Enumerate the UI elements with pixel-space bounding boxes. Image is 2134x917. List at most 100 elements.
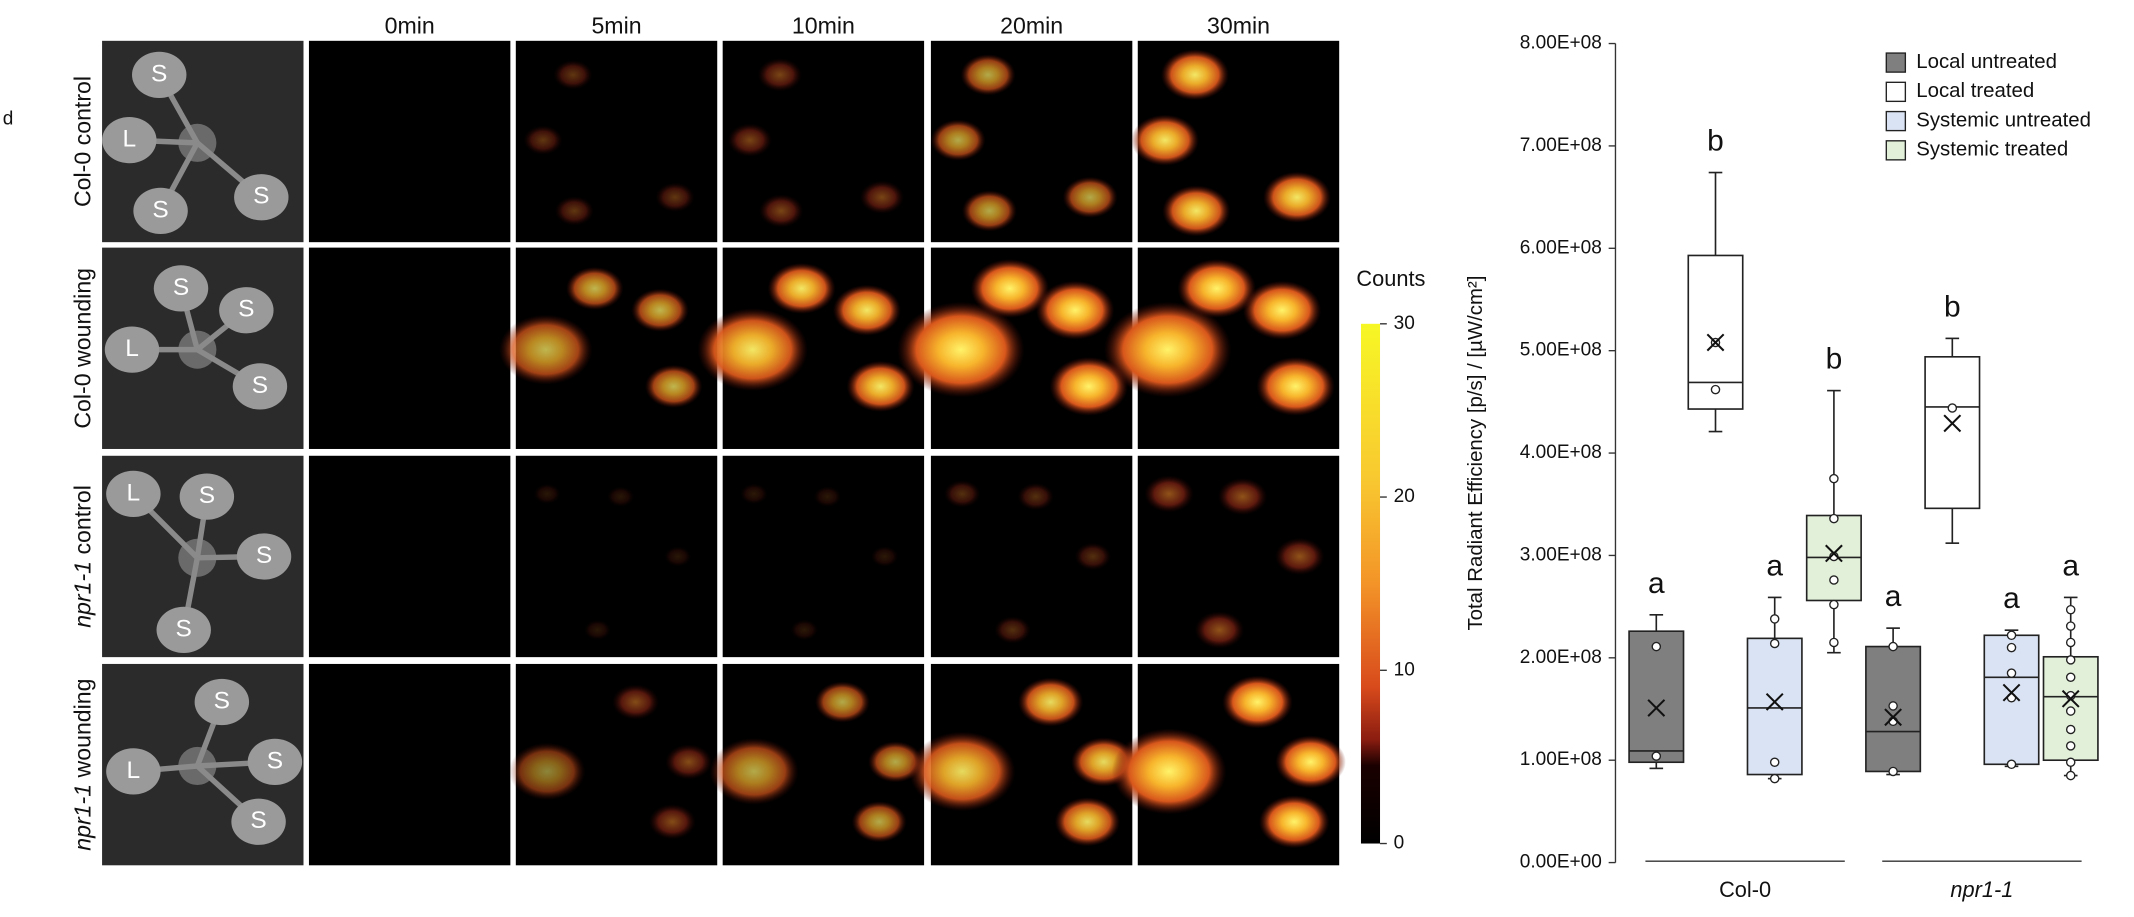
luminescence-signal [612, 684, 660, 720]
leaf [106, 470, 161, 518]
y-tick-label: 8.00E+08 [1520, 33, 1602, 54]
significance-letter: a [1766, 549, 1783, 582]
y-tick-label: 6.00E+08 [1520, 237, 1602, 258]
luminescence-signal [1275, 735, 1346, 789]
luminescence-signal [790, 619, 819, 641]
mean-marker [2002, 683, 2021, 702]
luminescence-signal [1274, 537, 1325, 576]
leaf-label: S [173, 274, 189, 301]
data-point [2065, 770, 2076, 781]
data-point [2065, 655, 2076, 665]
panel-letter: d [3, 109, 14, 130]
leaf-label: L [125, 335, 139, 362]
data-point [1651, 641, 1662, 652]
mean-marker [1706, 333, 1725, 352]
legend-swatch [1885, 110, 1907, 132]
luminescence-signal [1062, 176, 1118, 218]
legend-label: Local treated [1916, 80, 2034, 102]
leaf [179, 473, 235, 520]
row-genotype: npr1-1 [69, 784, 95, 851]
box-chart: 0.00E+00 1.00E+08 2.00E+08 3.00E+08 4.00E+08… [1465, 33, 2099, 902]
legend-swatch [1885, 140, 1907, 161]
data-point [2006, 759, 2017, 770]
row-genotype: Col-0 [69, 373, 95, 428]
leaf-label: L [127, 479, 141, 506]
luminescence-signal [813, 486, 842, 507]
leaf [133, 187, 188, 235]
time-header: 10min [792, 12, 855, 38]
data-point [1710, 384, 1721, 395]
luminescence-signal [1074, 542, 1112, 571]
y-tick-label: 3.00E+08 [1520, 544, 1602, 565]
luminescence-signal [533, 483, 561, 505]
luminescence-signal [727, 123, 773, 157]
luminescence-signal [1131, 114, 1199, 166]
y-tick-label: 0.00E+00 [1520, 852, 1602, 873]
box [1628, 630, 1685, 764]
legend-swatch [1885, 52, 1907, 73]
y-tick-label: 2.00E+08 [1520, 647, 1602, 668]
legend-label: Local untreated [1916, 51, 2057, 73]
data-point [1888, 641, 1898, 652]
time-header: 5min [591, 12, 641, 38]
row-treatment: control [69, 76, 95, 145]
y-tick-label: 1.00E+08 [1520, 749, 1602, 770]
data-point [2065, 672, 2076, 683]
colorbar-tick-label: 10 [1394, 659, 1415, 680]
luminescence-signal [709, 737, 799, 805]
significance-letter: a [1648, 567, 1665, 600]
data-point [2065, 621, 2076, 631]
legend-swatch [1885, 81, 1907, 103]
x-category-label: Col-0 [1719, 877, 1771, 902]
data-point [1651, 751, 1662, 761]
luminescence-signal [583, 619, 612, 641]
y-tick-label: 5.00E+08 [1520, 340, 1602, 361]
luminescence-signal [943, 480, 981, 508]
luminescence-signal [1035, 280, 1115, 340]
time-header: 30min [1207, 12, 1270, 38]
row-genotype: npr1-1 [69, 561, 95, 628]
leaf [247, 738, 303, 786]
leaf [234, 174, 289, 221]
significance-letter: b [1826, 343, 1843, 376]
leaf-label: S [253, 183, 269, 210]
luminescence-signal [758, 194, 804, 228]
luminescence-signal [1259, 795, 1330, 849]
data-point [2006, 668, 2017, 678]
data-point [1829, 599, 1839, 610]
luminescence-signal [664, 546, 692, 567]
luminescence-signal [1162, 185, 1231, 237]
luminescence-signal [870, 546, 899, 567]
leaf [156, 606, 211, 654]
leaf-label: S [250, 807, 266, 834]
luminescence-signal [523, 125, 563, 155]
row-treatment: wounding [69, 678, 95, 778]
time-header: 20min [1000, 12, 1063, 38]
luminescence-signal [1054, 797, 1121, 847]
data-point [2065, 604, 2076, 615]
luminescence-signal [1263, 171, 1331, 223]
mean-marker [2061, 689, 2080, 708]
significance-letter: b [1707, 125, 1724, 158]
data-point [1829, 513, 1839, 524]
leaf-label: L [127, 757, 141, 784]
luminescence-signal [859, 180, 905, 214]
leaf-label: S [252, 372, 268, 399]
luminescence-signal [554, 196, 594, 226]
colorbar-tick-label: 0 [1394, 833, 1405, 854]
row-label: Col-0 wounding [69, 268, 95, 429]
data-point [2065, 724, 2076, 735]
box [1746, 637, 1803, 776]
luminescence-signal [499, 314, 593, 385]
leaf [132, 51, 187, 98]
data-point [1769, 614, 1780, 624]
luminescence-signal [697, 308, 808, 392]
luminescence-signal [644, 364, 703, 408]
row-treatment: wounding [69, 268, 95, 368]
leaf [104, 326, 160, 373]
luminescence-signal [665, 744, 713, 780]
data-point [1829, 575, 1839, 585]
leaf [153, 265, 209, 312]
luminescence-signal [553, 60, 593, 90]
